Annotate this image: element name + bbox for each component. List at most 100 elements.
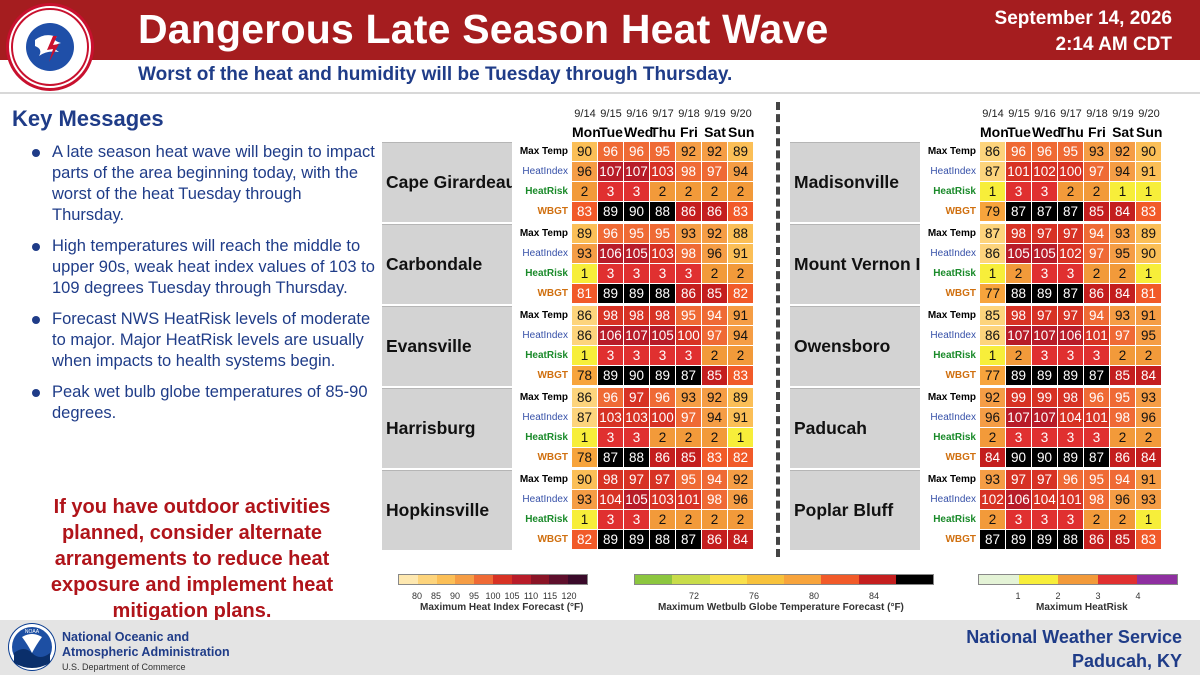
max-temp-cell: 93 bbox=[1110, 306, 1136, 326]
wbgt-cell: 89 bbox=[624, 530, 650, 550]
wbgt-cell: 90 bbox=[1032, 448, 1058, 468]
heatrisk-cell: 1 bbox=[1136, 182, 1162, 202]
heatrisk-row: HeatRisk 1 3 3 3 3 2 2 bbox=[512, 264, 754, 284]
wbgt-label: WBGT bbox=[512, 530, 572, 550]
heatrisk-label: HeatRisk bbox=[920, 346, 980, 366]
heatrisk-cell: 2 bbox=[1006, 346, 1032, 366]
wbgt-cell: 86 bbox=[702, 202, 728, 222]
legend-swatch bbox=[784, 575, 822, 584]
max-temp-cell: 88 bbox=[728, 224, 754, 244]
wbgt-cell: 86 bbox=[650, 448, 676, 468]
heatrisk-cell: 3 bbox=[1006, 182, 1032, 202]
max-temp-cell: 96 bbox=[598, 224, 624, 244]
wbgt-cell: 87 bbox=[980, 530, 1006, 550]
heatrisk-cell: 2 bbox=[1110, 346, 1136, 366]
wbgt-cell: 89 bbox=[1058, 448, 1084, 468]
wbgt-cell: 89 bbox=[1032, 530, 1058, 550]
legend-tick-label: 100 bbox=[485, 591, 501, 601]
heatrisk-cell: 3 bbox=[598, 182, 624, 202]
heatrisk-row: HeatRisk 2 3 3 3 3 2 2 bbox=[920, 428, 1162, 448]
day-name-label: Sat bbox=[704, 124, 726, 140]
heatrisk-cell: 3 bbox=[1058, 428, 1084, 448]
heatrisk-row: HeatRisk 2 3 3 3 2 2 1 bbox=[920, 510, 1162, 530]
heatrisk-cell: 1 bbox=[572, 346, 598, 366]
heatrisk-cell: 2 bbox=[650, 182, 676, 202]
max-temp-cell: 98 bbox=[1058, 388, 1084, 408]
heat-index-cell: 98 bbox=[1110, 408, 1136, 428]
heatrisk-label: HeatRisk bbox=[512, 264, 572, 284]
heat-index-cell: 93 bbox=[572, 244, 598, 264]
wbgt-cell: 87 bbox=[676, 530, 702, 550]
max-temp-row: Max Temp 86 98 98 98 95 94 91 bbox=[512, 306, 754, 326]
heatrisk-cell: 1 bbox=[572, 264, 598, 284]
wbgt-cell: 84 bbox=[728, 530, 754, 550]
max-temp-cell: 93 bbox=[1084, 142, 1110, 162]
wbgt-cell: 85 bbox=[1084, 202, 1110, 222]
key-message-item: High temperatures will reach the middle … bbox=[30, 236, 375, 299]
heat-index-cell: 95 bbox=[1136, 326, 1162, 346]
legend-swatch bbox=[1097, 575, 1138, 584]
legend-tick-label: 105 bbox=[504, 591, 520, 601]
noaa-logo-text: NOAA bbox=[25, 629, 40, 635]
max-temp-cell: 99 bbox=[1006, 388, 1032, 408]
header-banner bbox=[0, 0, 1200, 60]
legend-tick-label: 1 bbox=[1015, 591, 1021, 601]
city-label-box: Harrisburg bbox=[382, 388, 512, 468]
page-title: Dangerous Late Season Heat Wave bbox=[138, 6, 829, 52]
city-name: Hopkinsville bbox=[386, 500, 490, 520]
heatrisk-cell: 3 bbox=[598, 264, 624, 284]
heatrisk-cell: 3 bbox=[624, 428, 650, 448]
legend-caption: Maximum HeatRisk bbox=[1036, 602, 1128, 613]
wbgt-cell: 87 bbox=[1006, 202, 1032, 222]
wbgt-cell: 87 bbox=[1058, 202, 1084, 222]
max-temp-label: Max Temp bbox=[512, 470, 572, 490]
wbgt-row: WBGT 77 89 89 89 87 85 84 bbox=[920, 366, 1162, 386]
heat-index-cell: 105 bbox=[1006, 244, 1032, 264]
heatrisk-row: HeatRisk 1 2 3 3 2 2 1 bbox=[920, 264, 1162, 284]
heat-index-cell: 105 bbox=[650, 326, 676, 346]
day-date-label: 9/15 bbox=[1008, 108, 1030, 120]
wbgt-label: WBGT bbox=[512, 202, 572, 222]
wbgt-cell: 86 bbox=[1084, 530, 1110, 550]
heatrisk-label: HeatRisk bbox=[920, 510, 980, 530]
heatrisk-cell: 1 bbox=[1136, 510, 1162, 530]
city-block: Mount Vernon IL Max Temp 87 98 97 97 94 93 89 Hea… bbox=[790, 224, 1162, 304]
wbgt-cell: 89 bbox=[1058, 366, 1084, 386]
wbgt-cell: 78 bbox=[572, 366, 598, 386]
max-temp-row: Max Temp 85 98 97 97 94 93 91 bbox=[920, 306, 1162, 326]
heatrisk-cell: 3 bbox=[1084, 428, 1110, 448]
heatrisk-cell: 2 bbox=[702, 510, 728, 530]
heat-index-cell: 91 bbox=[728, 408, 754, 428]
wbgt-cell: 83 bbox=[1136, 202, 1162, 222]
heatrisk-cell: 2 bbox=[728, 510, 754, 530]
heat-index-cell: 94 bbox=[728, 326, 754, 346]
heat-index-cell: 97 bbox=[1110, 326, 1136, 346]
max-temp-cell: 97 bbox=[624, 388, 650, 408]
wbgt-cell: 90 bbox=[1006, 448, 1032, 468]
heatrisk-label: HeatRisk bbox=[512, 510, 572, 530]
heatrisk-row: HeatRisk 1 2 3 3 3 2 2 bbox=[920, 346, 1162, 366]
max-temp-cell: 92 bbox=[1110, 142, 1136, 162]
city-name: Carbondale bbox=[386, 254, 483, 274]
header-divider bbox=[0, 92, 1200, 94]
city-name: Evansville bbox=[386, 336, 472, 356]
heatrisk-cell: 2 bbox=[728, 264, 754, 284]
legend-swatch bbox=[455, 575, 475, 584]
heat-index-label: HeatIndex bbox=[512, 490, 572, 510]
day-date-label: 9/15 bbox=[600, 108, 622, 120]
heatrisk-cell: 3 bbox=[1058, 346, 1084, 366]
heatrisk-label: HeatRisk bbox=[920, 428, 980, 448]
max-temp-label: Max Temp bbox=[920, 470, 980, 490]
legend-tick-label: 3 bbox=[1095, 591, 1101, 601]
heatrisk-cell: 2 bbox=[572, 182, 598, 202]
legend-swatch bbox=[672, 575, 710, 584]
day-date-label: 9/17 bbox=[652, 108, 674, 120]
max-temp-cell: 89 bbox=[728, 388, 754, 408]
heatrisk-cell: 1 bbox=[572, 428, 598, 448]
max-temp-cell: 86 bbox=[980, 142, 1006, 162]
heatrisk-cell: 2 bbox=[1084, 264, 1110, 284]
heatrisk-cell: 2 bbox=[676, 510, 702, 530]
max-temp-label: Max Temp bbox=[920, 388, 980, 408]
wbgt-cell: 79 bbox=[980, 202, 1006, 222]
max-temp-cell: 96 bbox=[1058, 470, 1084, 490]
